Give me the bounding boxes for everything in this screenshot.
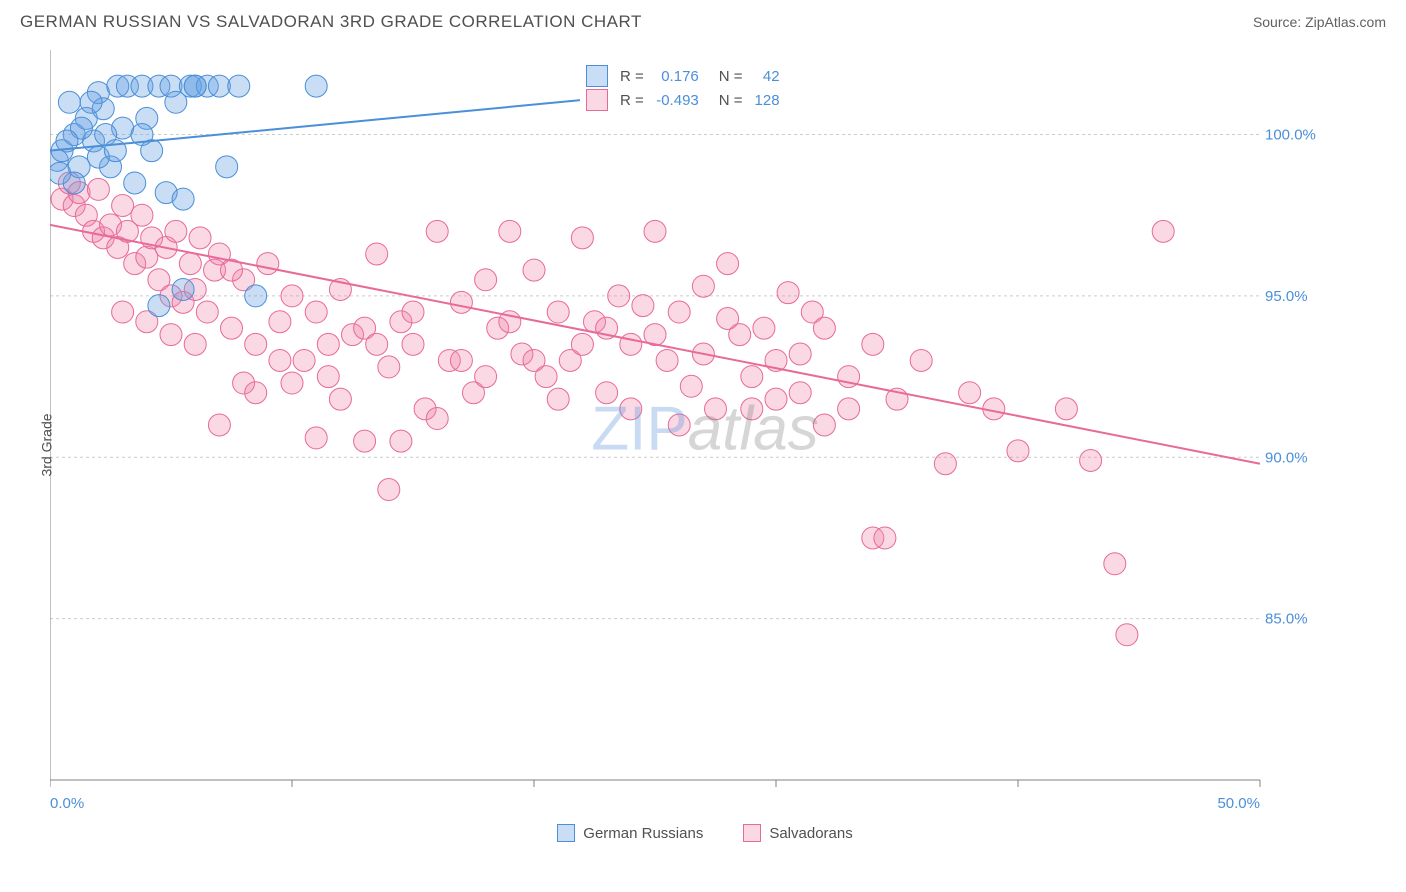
svg-text:90.0%: 90.0% [1265,449,1308,466]
correlation-legend: R =0.176N =42R =-0.493N =128 [580,64,786,112]
scatter-chart: 85.0% 90.0% 95.0% 100.0% 0.0% 50.0% [50,50,1320,820]
legend-r-value: 0.176 [650,64,705,88]
legend-swatch [586,89,608,111]
legend-n-label: N = [705,88,749,112]
legend-swatch [743,824,761,842]
svg-text:95.0%: 95.0% [1265,288,1308,305]
svg-text:0.0%: 0.0% [50,795,84,812]
legend-r-value: -0.493 [650,88,705,112]
chart-container: 3rd Grade 85.0%90.0%95.0%100.0%0.0%50.0%… [50,50,1360,840]
legend-r-label: R = [614,88,650,112]
series-legend: German Russians Salvadorans [50,824,1360,842]
legend-r-label: R = [614,64,650,88]
y-axis-label: 3rd Grade [39,413,55,476]
legend-n-value: 42 [749,64,786,88]
legend-n-label: N = [705,64,749,88]
legend-row: R =0.176N =42 [580,64,786,88]
legend-row: R =-0.493N =128 [580,88,786,112]
legend-label: Salvadorans [769,825,852,842]
legend-item: German Russians [557,824,703,842]
chart-source: Source: ZipAtlas.com [1253,14,1386,30]
svg-text:50.0%: 50.0% [1217,795,1260,812]
chart-header: GERMAN RUSSIAN VS SALVADORAN 3RD GRADE C… [0,0,1406,40]
svg-text:85.0%: 85.0% [1265,611,1308,628]
legend-swatch [557,824,575,842]
chart-title: GERMAN RUSSIAN VS SALVADORAN 3RD GRADE C… [20,12,642,32]
legend-label: German Russians [583,825,703,842]
legend-item: Salvadorans [743,824,852,842]
legend-n-value: 128 [749,88,786,112]
svg-text:100.0%: 100.0% [1265,127,1316,144]
legend-swatch [586,65,608,87]
